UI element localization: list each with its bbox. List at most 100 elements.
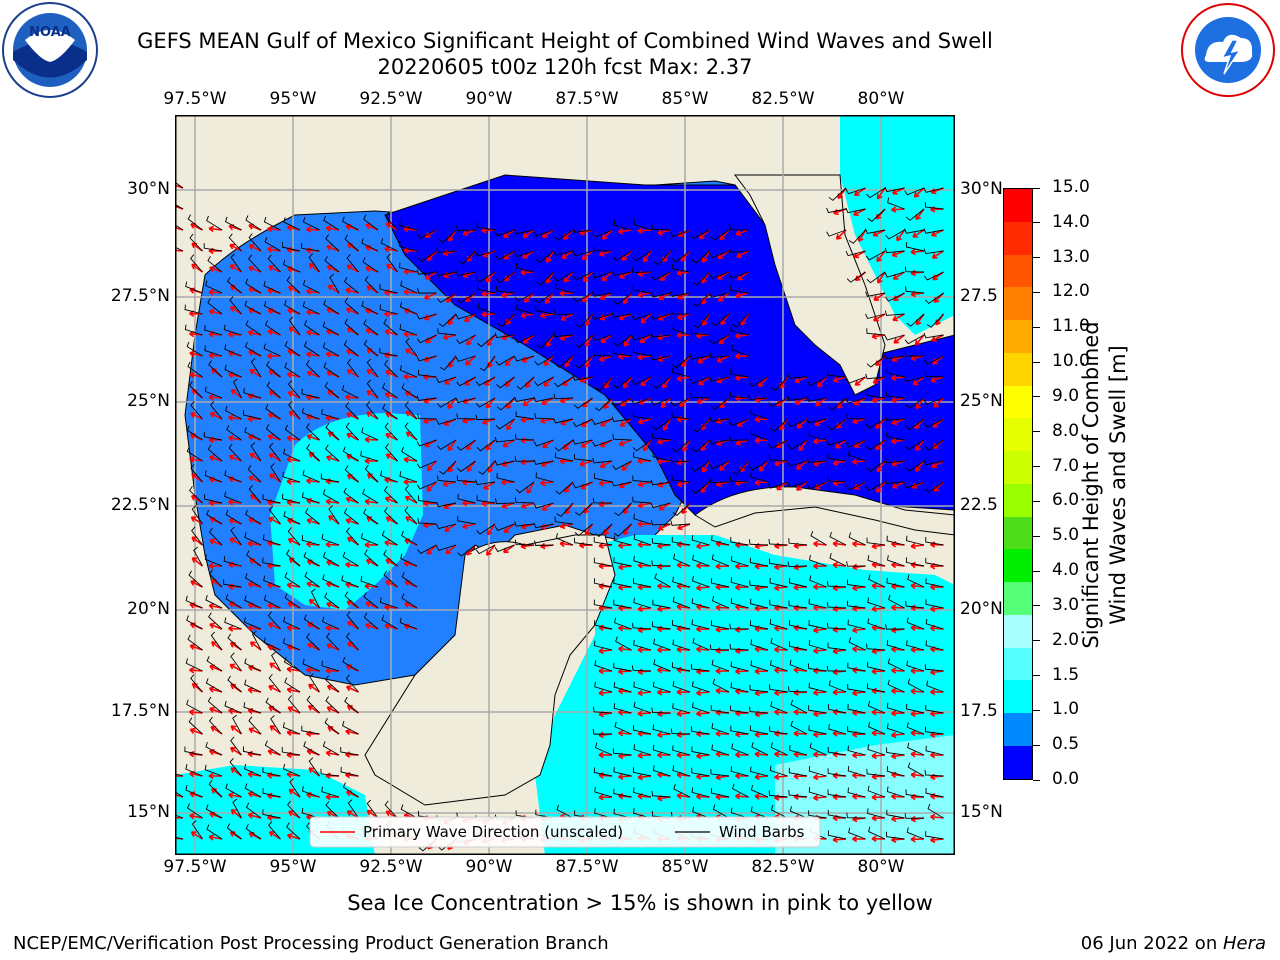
wave-arrow-head — [442, 333, 449, 341]
wind-barb — [632, 411, 652, 420]
colorbar-tick-mark — [1033, 431, 1040, 433]
wind-barb — [670, 520, 691, 526]
wave-arrow-head — [871, 752, 877, 760]
wind-barb — [186, 446, 203, 462]
wave-arrow-head — [774, 646, 780, 653]
wave-arrow — [754, 795, 769, 798]
lat-label-right: 27.5 — [960, 286, 998, 306]
wave-arrow — [404, 458, 418, 462]
wave-arrow — [424, 292, 437, 300]
wave-arrow — [719, 460, 730, 471]
wave-arrow-head — [229, 537, 236, 544]
wind-barb — [305, 360, 320, 378]
wave-arrow — [832, 732, 847, 735]
wind-barb — [288, 400, 301, 420]
wind-barb — [436, 501, 457, 508]
wave-arrow-head — [696, 562, 702, 569]
wave-arrow — [546, 250, 555, 263]
wave-arrow — [385, 497, 398, 504]
wave-arrow-head — [794, 377, 800, 384]
florida — [734, 174, 886, 396]
wave-arrow-head — [852, 458, 858, 466]
lat-label-right: 17.5 — [960, 701, 998, 721]
wind-barb — [437, 439, 457, 450]
wind-barb — [650, 502, 671, 509]
wind-barb — [631, 397, 652, 405]
wind-barb — [250, 442, 262, 462]
wave-arrow-head — [754, 416, 760, 423]
wind-barb — [190, 464, 203, 483]
wind-barb — [303, 341, 320, 357]
wind-barb — [906, 703, 925, 714]
wave-arrow-head — [832, 814, 838, 822]
wave-arrow — [676, 585, 691, 588]
wind-barb — [494, 544, 515, 553]
wind-barb — [496, 397, 515, 411]
wave-arrow-head — [191, 682, 198, 689]
wind-barb — [906, 722, 925, 735]
wind-barb — [418, 495, 437, 504]
wind-barb — [750, 639, 769, 651]
wave-arrow-head — [796, 464, 802, 470]
wave-arrow-head — [230, 725, 237, 731]
wave-arrow-head — [403, 225, 409, 233]
wind-barb — [416, 334, 437, 344]
wind-barb — [535, 250, 554, 264]
wave-arrow-head — [286, 666, 293, 673]
lon-label-bottom: 90°W — [465, 857, 513, 877]
wind-barb — [729, 224, 749, 231]
wind-barb — [205, 804, 223, 819]
wind-barb — [494, 523, 515, 532]
wave-arrow-head — [228, 414, 234, 422]
wind-barb — [302, 407, 320, 420]
wind-barb — [383, 549, 398, 567]
wave-arrow-head — [466, 339, 472, 346]
wind-barb — [208, 612, 223, 630]
wave-arrow — [758, 376, 769, 387]
wave-arrow — [268, 265, 281, 273]
wind-barb — [438, 229, 457, 244]
wind-barb — [439, 460, 457, 475]
wind-barb — [401, 593, 418, 609]
wave-arrow-head — [307, 642, 314, 649]
wave-arrow — [483, 481, 496, 490]
wind-barb — [263, 217, 281, 231]
wind-barb — [787, 418, 808, 428]
wind-barb — [243, 702, 262, 714]
wave-arrow-head — [910, 688, 916, 695]
wind-barb — [729, 391, 749, 399]
wave-arrow-head — [618, 440, 625, 447]
wave-arrow — [306, 311, 320, 315]
wind-barb — [190, 254, 203, 273]
wave-arrow — [696, 795, 710, 798]
wave-arrow-head — [189, 350, 195, 357]
wind-barb — [341, 575, 359, 588]
wave-arrow-head — [599, 294, 606, 301]
wind-barb — [712, 678, 730, 693]
colorbar-segment — [1004, 451, 1032, 484]
wave-arrow-head — [366, 809, 373, 816]
wind-barb — [691, 746, 710, 756]
wind-barb — [904, 813, 925, 819]
wind-barb — [323, 299, 340, 315]
wave-arrow — [385, 516, 398, 525]
wind-barb — [515, 411, 535, 420]
wind-barb — [650, 397, 671, 406]
wind-barb — [749, 684, 769, 693]
wave-arrow-head — [444, 526, 451, 532]
wind-barb — [633, 597, 652, 609]
wave-arrow — [208, 396, 223, 399]
wave-arrow-head — [325, 541, 331, 548]
wind-barb — [207, 444, 223, 462]
wind-barb — [342, 551, 359, 567]
wave-arrow-head — [521, 502, 527, 509]
wind-barb — [475, 250, 496, 257]
wave-arrow — [774, 753, 788, 756]
wave-arrow — [326, 265, 340, 273]
wave-arrow-head — [268, 516, 275, 523]
wave-arrow-head — [189, 371, 195, 379]
wind-barb — [750, 766, 769, 777]
wind-barb — [650, 479, 671, 486]
wave-arrow-head — [852, 540, 858, 548]
wave-arrow — [891, 208, 905, 211]
